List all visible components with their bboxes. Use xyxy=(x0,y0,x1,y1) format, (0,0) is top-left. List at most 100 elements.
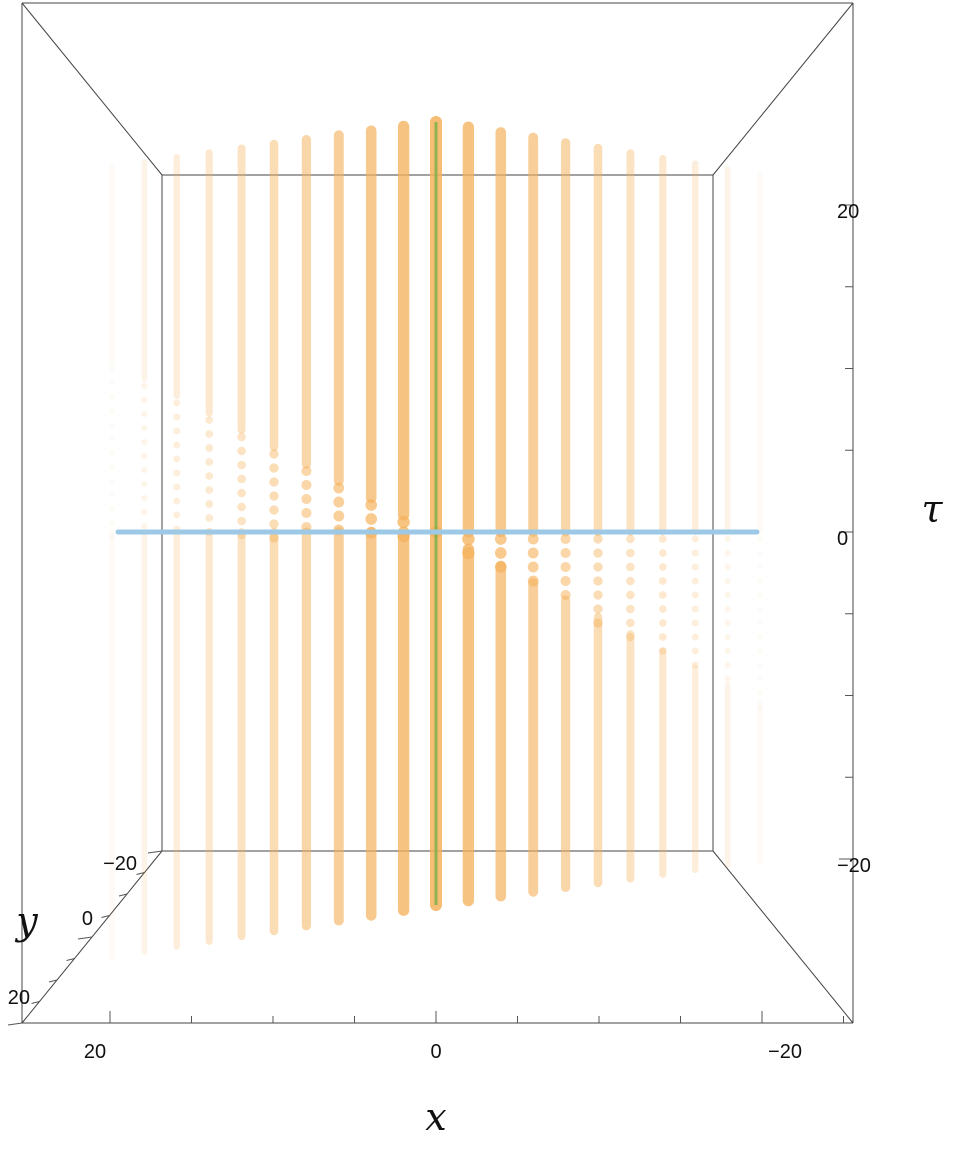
worldline-bead xyxy=(658,577,667,585)
worldline-bead xyxy=(205,486,214,494)
worldline-bead xyxy=(757,550,763,556)
worldline-bead xyxy=(173,469,181,477)
worldline-bead xyxy=(109,478,115,484)
worldline-bead xyxy=(173,427,181,435)
worldline-bead xyxy=(173,399,181,407)
worldline-bead xyxy=(626,562,635,572)
worldline-bead xyxy=(560,575,571,587)
worldline-bead xyxy=(205,458,214,466)
x-tick-label: 0 xyxy=(430,1041,441,1063)
worldline-bead xyxy=(757,704,763,710)
worldline-bead xyxy=(626,548,635,558)
worldline-bead xyxy=(560,533,571,545)
worldline-bead xyxy=(109,394,115,400)
worldline-bead xyxy=(365,499,378,511)
worldline-bead xyxy=(494,533,507,545)
worldline-bead xyxy=(626,534,635,544)
worldlines-group xyxy=(109,116,763,960)
worldline-bead xyxy=(237,488,246,498)
worldline-bead xyxy=(593,562,603,572)
worldline-bead xyxy=(724,619,731,627)
worldline-bead xyxy=(173,441,181,449)
worldline-bead xyxy=(757,564,763,570)
worldline-bead xyxy=(205,500,214,508)
worldline-bead xyxy=(691,577,699,585)
worldline-bead xyxy=(724,675,731,683)
worldline-bead xyxy=(205,472,214,480)
worldline-bead xyxy=(237,446,246,456)
worldline-bead xyxy=(205,444,214,452)
worldline-bead xyxy=(527,547,539,559)
x-tick-label: 20 xyxy=(84,1041,106,1063)
worldline-bead xyxy=(626,632,635,642)
worldline-bead xyxy=(173,455,181,463)
worldline-bead xyxy=(462,532,475,546)
worldline-bead xyxy=(691,563,699,571)
x-axis-title: x xyxy=(425,1095,446,1139)
y-tick-label: 0 xyxy=(82,908,93,930)
worldline-bead xyxy=(173,413,181,421)
worldline-bead xyxy=(724,535,731,543)
worldline-bead xyxy=(237,516,246,526)
worldline-bead xyxy=(757,592,763,598)
worldline-bead xyxy=(527,533,539,545)
worldline-bead xyxy=(269,463,279,473)
worldline-bead xyxy=(141,424,148,432)
worldline-bead xyxy=(691,605,699,613)
worldline-bead xyxy=(593,548,603,558)
worldline-bead xyxy=(757,648,763,654)
worldline-bead xyxy=(301,479,312,491)
worldline-bead xyxy=(757,578,763,584)
worldline-bead xyxy=(724,549,731,557)
worldline-bead xyxy=(269,477,279,487)
worldline-bead xyxy=(109,366,115,372)
y-tick-label: 20 xyxy=(8,987,30,1009)
worldline-bead xyxy=(301,507,312,519)
worldline-bead xyxy=(494,547,507,559)
worldline-bead xyxy=(365,513,378,525)
worldline-bead xyxy=(560,561,571,573)
worldline-bead xyxy=(109,520,115,526)
worldline-bead xyxy=(237,460,246,470)
y-axis-title: y xyxy=(14,899,38,943)
worldline-bead xyxy=(269,519,279,529)
worldline-bead xyxy=(173,497,181,505)
worldline-bead xyxy=(269,491,279,501)
worldline-bead xyxy=(494,561,507,573)
worldline-bead xyxy=(109,436,115,442)
y-tick xyxy=(101,915,110,918)
worldline-bead xyxy=(724,605,731,613)
worldline-bead xyxy=(269,533,279,543)
worldline-bead xyxy=(691,535,699,543)
worldline-bead xyxy=(724,563,731,571)
worldline-bead xyxy=(141,438,148,446)
worldline-bead xyxy=(109,380,115,386)
y-tick-label: −20 xyxy=(103,853,137,875)
worldline-bead xyxy=(109,492,115,498)
worldline-bead xyxy=(301,493,312,505)
worldline-bead xyxy=(109,422,115,428)
worldline-bead xyxy=(109,408,115,414)
worldline-bead xyxy=(109,450,115,456)
worldline-bead xyxy=(333,510,345,522)
worldline-bead xyxy=(593,576,603,586)
worldline-bead xyxy=(757,606,763,612)
worldline-bead xyxy=(658,549,667,557)
worldline-bead xyxy=(109,464,115,470)
tau-tick-label: −20 xyxy=(837,855,871,877)
tau-tick-label: 0 xyxy=(837,528,848,550)
x-axis-ticks xyxy=(109,1011,844,1023)
worldline-bead xyxy=(658,605,667,613)
worldline-bead xyxy=(757,662,763,668)
worldline-bead xyxy=(333,482,345,494)
worldline-bead xyxy=(593,534,603,544)
worldline-bead xyxy=(691,619,699,627)
worldline-bead xyxy=(724,661,731,669)
worldline-bead xyxy=(626,590,635,600)
y-tick xyxy=(136,872,145,875)
y-tick xyxy=(48,979,58,983)
worldline-bead xyxy=(173,483,181,491)
worldline-bead xyxy=(527,575,539,587)
worldline-bead xyxy=(724,633,731,641)
worldline-bead xyxy=(269,449,279,459)
